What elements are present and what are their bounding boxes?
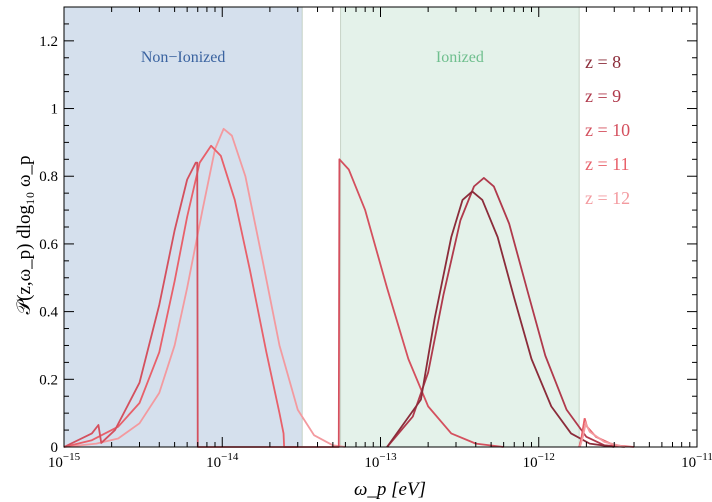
y-axis-title: 𝒫(z,ω_p) dlog₁₀ ω_p — [14, 155, 35, 314]
y-tick-label: 0.8 — [39, 169, 58, 185]
series-line-z12 — [63, 127, 346, 448]
region-label: Ionized — [436, 49, 484, 66]
x-axis-title: ω_p [eV] — [354, 479, 426, 500]
y-tick-label: 0.2 — [39, 372, 58, 388]
series-line-z8 — [386, 190, 615, 448]
legend-entry: z = 9 — [585, 86, 621, 106]
y-tick-label: 0 — [51, 440, 59, 456]
series-line-z11 — [63, 144, 298, 448]
axes-layer: 10−15 10−14 10−13 10−12 10−11 0 0.2 0.4 0.6 0.8 1 1… — [39, 6, 712, 471]
y-axis-title-text: 𝒫(z,ω_p) dlog₁₀ ω_p — [14, 155, 35, 314]
region-label: Non−Ionized — [141, 49, 226, 66]
legend-entry: z = 12 — [585, 188, 630, 208]
legend-entry: z = 11 — [585, 154, 629, 174]
region-non-ionized — [64, 7, 303, 447]
legend-entry: z = 8 — [585, 52, 621, 72]
y-tick-label: 1.2 — [39, 34, 58, 50]
x-axis-title-text: ω_p [eV] — [354, 479, 426, 500]
y-tick-label: 1 — [51, 102, 59, 118]
legend: z = 8 z = 9 z = 10 z = 11 z = 12 — [585, 52, 630, 208]
legend-entry: z = 10 — [585, 120, 630, 140]
x-tick-label: 10−13 — [364, 451, 397, 471]
x-tick-label: 10−12 — [523, 451, 555, 471]
regions-layer — [64, 7, 580, 447]
region-ionized — [340, 7, 580, 447]
region-labels-layer: Non−Ionized Ionized — [141, 49, 484, 66]
series-tail — [579, 420, 626, 448]
y-tick-label: 0.6 — [39, 237, 58, 253]
x-tick-label: 10−15 — [48, 451, 81, 471]
y-tick-label: 0.4 — [39, 305, 58, 321]
x-tick-label: 10−14 — [206, 451, 239, 471]
x-tick-label: 10−11 — [681, 451, 712, 471]
series-line-z9 — [386, 177, 625, 448]
